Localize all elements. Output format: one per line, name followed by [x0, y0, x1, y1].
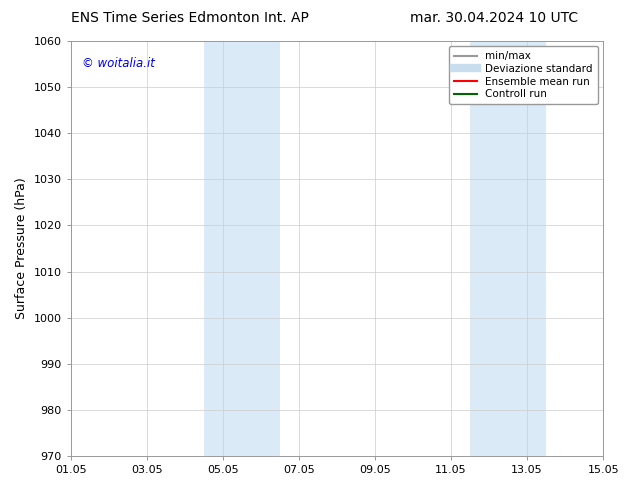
- Y-axis label: Surface Pressure (hPa): Surface Pressure (hPa): [15, 178, 28, 319]
- Legend: min/max, Deviazione standard, Ensemble mean run, Controll run: min/max, Deviazione standard, Ensemble m…: [449, 46, 598, 104]
- Bar: [470, 41, 546, 456]
- Text: mar. 30.04.2024 10 UTC: mar. 30.04.2024 10 UTC: [410, 11, 579, 25]
- Bar: [204, 41, 280, 456]
- Text: © woitalia.it: © woitalia.it: [82, 57, 155, 70]
- Text: ENS Time Series Edmonton Int. AP: ENS Time Series Edmonton Int. AP: [71, 11, 309, 25]
